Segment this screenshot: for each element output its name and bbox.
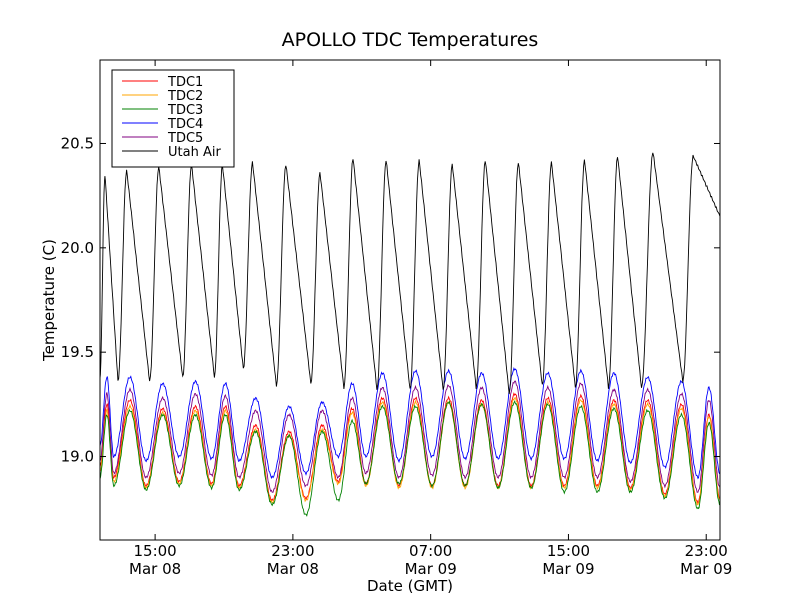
y-tick-label: 20.5	[61, 134, 94, 152]
x-tick-label-date: Mar 09	[542, 560, 594, 578]
x-tick-label-date: Mar 09	[405, 560, 457, 578]
y-tick-label: 19.5	[61, 343, 94, 361]
plot-frame	[99, 59, 721, 541]
series-line-tdc2	[99, 397, 721, 506]
series-line-utah-air	[99, 152, 721, 395]
x-tick-label-time: 23:00	[271, 542, 314, 560]
y-axis-label: Temperature (C)	[40, 239, 58, 362]
legend-label-tdc3: TDC3	[167, 103, 203, 118]
x-tick-label-time: 07:00	[409, 542, 452, 560]
x-tick-label-time: 23:00	[685, 542, 728, 560]
legend-label-utah-air: Utah Air	[168, 145, 221, 160]
x-tick-label-date: Mar 09	[680, 560, 732, 578]
x-tick-label-date: Mar 08	[129, 560, 181, 578]
legend-label-tdc5: TDC5	[167, 131, 203, 146]
x-tick-label-date: Mar 08	[267, 560, 319, 578]
legend-label-tdc1: TDC1	[167, 75, 203, 90]
legend-label-tdc2: TDC2	[167, 89, 203, 104]
x-tick-label-time: 15:00	[133, 542, 176, 560]
series-line-tdc4	[99, 367, 721, 480]
y-tick-label: 19.0	[61, 448, 94, 466]
x-axis-label: Date (GMT)	[367, 577, 453, 595]
series-line-tdc3	[99, 400, 721, 517]
y-tick-label: 20.0	[61, 239, 94, 257]
chart-title: APOLLO TDC Temperatures	[282, 29, 539, 51]
x-tick-label-time: 15:00	[547, 542, 590, 560]
legend-label-tdc4: TDC4	[167, 117, 203, 132]
series-line-tdc5	[99, 380, 721, 493]
plot-lines	[99, 152, 721, 517]
